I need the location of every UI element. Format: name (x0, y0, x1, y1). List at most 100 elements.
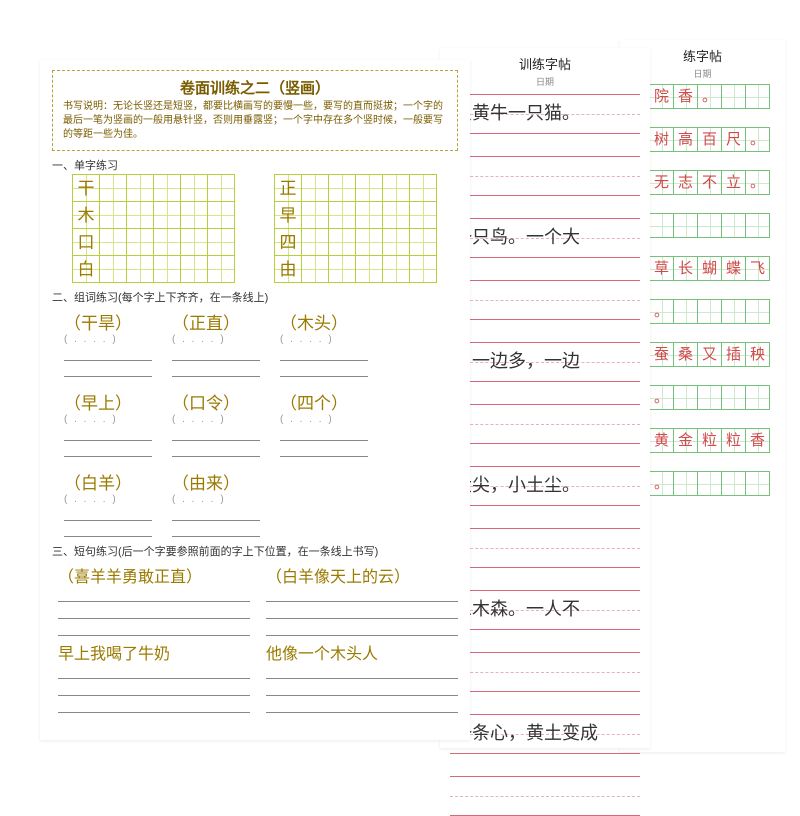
sample-text: 一只鸟。一个大 (454, 223, 580, 249)
write-line (172, 427, 260, 441)
word-box: （干旱）( . . . . ) (64, 309, 152, 377)
grid-cell-empty (697, 471, 722, 496)
grid-cell-empty (673, 471, 698, 496)
grid-cell-empty (673, 385, 698, 410)
word-practice: （干旱）( . . . . )（正直）( . . . . )（木头）( . . … (64, 309, 458, 537)
ruled-row: 一只鸟。一个大 (450, 218, 640, 258)
char-row: 四 (275, 229, 437, 256)
write-line (280, 443, 368, 457)
sentence-sample: 早上我喝了牛奶 (58, 640, 250, 664)
sentence-practice: （喜羊羊勇敢正直）早上我喝了牛奶 （白羊像天上的云）他像一个木头人 (58, 563, 458, 717)
write-line (58, 606, 250, 619)
char-cell: 干 (72, 174, 100, 202)
write-line (266, 700, 458, 713)
practice-cell (153, 174, 181, 202)
practice-cell (409, 201, 437, 229)
practice-cell (99, 201, 127, 229)
copybook-page-red: 训练字帖 日期 只黄牛一只猫。一只鸟。一个大。一边多，一边大尖，小土尘。三木森。… (440, 48, 650, 748)
grid-cell-char: 高 (673, 127, 698, 152)
word-sample: （四个） (280, 389, 368, 414)
char-cell: 早 (274, 201, 302, 229)
write-line (266, 606, 458, 619)
grid-cell-char: 桑 (673, 342, 698, 367)
sentence-col-right: （白羊像天上的云）他像一个木头人 (266, 563, 458, 717)
grid-cell-char: 。 (697, 84, 722, 109)
char-row: 口 (73, 229, 235, 256)
practice-cell (207, 174, 235, 202)
write-line (64, 507, 152, 521)
grid-cell-empty (673, 299, 698, 324)
word-dots: ( . . . . ) (280, 334, 368, 345)
grid-cell-char: 。 (649, 385, 674, 410)
grid-cell-char: 粒 (721, 428, 746, 453)
grid-cell-empty (697, 385, 722, 410)
write-line (64, 443, 152, 457)
char-cell: 由 (274, 255, 302, 283)
word-box: （由来）( . . . . ) (172, 469, 260, 537)
sample-text: 只黄牛一只猫。 (454, 99, 580, 125)
char-row: 正 (275, 175, 437, 202)
write-line (58, 589, 250, 602)
write-line (58, 623, 250, 636)
write-line (58, 666, 250, 679)
practice-cell (382, 201, 410, 229)
char-cell: 白 (72, 255, 100, 283)
grid-cell-char: 插 (721, 342, 746, 367)
sentence-col-left: （喜羊羊勇敢正直）早上我喝了牛奶 (58, 563, 250, 717)
practice-cell (301, 201, 329, 229)
grid-cell-char: 香 (745, 428, 770, 453)
practice-cell (355, 174, 383, 202)
grid-cell-empty (745, 84, 770, 109)
sample-text: 三木森。一人不 (454, 595, 580, 621)
section3-label: 三、短句练习(后一个字要参照前面的字上下位置，在一条线上书写) (52, 543, 458, 559)
blank-row (450, 776, 640, 816)
write-line (58, 683, 250, 696)
grid-cell-char: 尺 (721, 127, 746, 152)
grid-cell-empty (745, 299, 770, 324)
char-row: 干 (73, 175, 235, 202)
grid-cell-char: 粒 (697, 428, 722, 453)
char-row: 由 (275, 256, 437, 283)
grid-cell-char: 志 (673, 170, 698, 195)
write-line (172, 363, 260, 377)
practice-cell (328, 201, 356, 229)
practice-cell (126, 255, 154, 283)
practice-cell (126, 228, 154, 256)
ruled-row: 只黄牛一只猫。 (450, 94, 640, 134)
word-dots: ( . . . . ) (172, 334, 260, 345)
grid-cell-char: 飞 (745, 256, 770, 281)
ruled-lines: 只黄牛一只猫。一只鸟。一个大。一边多，一边大尖，小土尘。三木森。一人不一条心，黄… (450, 94, 640, 816)
grid-cell-char: 长 (673, 256, 698, 281)
section1-label: 一、单字练习 (52, 157, 458, 173)
write-line (172, 443, 260, 457)
word-box: （四个）( . . . . ) (280, 389, 368, 457)
sample-text: 大尖，小土尘。 (454, 471, 580, 497)
char-row: 木 (73, 202, 235, 229)
practice-cell (328, 228, 356, 256)
grid-cell-empty (745, 471, 770, 496)
word-dots: ( . . . . ) (64, 334, 152, 345)
practice-sheet: 卷面训练之二（竖画） 书写说明：无论长竖还是短竖，都要比横画写的要慢一些，要写的… (40, 60, 470, 740)
grid-cell-empty (697, 299, 722, 324)
grid-cell-char: 树 (649, 127, 674, 152)
grid-cell-char: 。 (649, 299, 674, 324)
practice-cell (153, 228, 181, 256)
grid-cell-char: 院 (649, 84, 674, 109)
grid-cell-empty (721, 213, 746, 238)
word-sample: （正直） (172, 309, 260, 334)
sample-text: 一条心，黄土变成 (454, 719, 598, 745)
practice-cell (126, 174, 154, 202)
write-line (266, 589, 458, 602)
practice-cell (99, 255, 127, 283)
word-dots: ( . . . . ) (280, 414, 368, 425)
grid-cell-empty (745, 385, 770, 410)
practice-cell (126, 201, 154, 229)
practice-cell (207, 255, 235, 283)
char-cell: 木 (72, 201, 100, 229)
practice-cell (409, 174, 437, 202)
practice-cell (301, 228, 329, 256)
ruled-row: 一条心，黄土变成 (450, 714, 640, 754)
write-line (266, 683, 458, 696)
practice-cell (180, 174, 208, 202)
practice-cell (99, 174, 127, 202)
